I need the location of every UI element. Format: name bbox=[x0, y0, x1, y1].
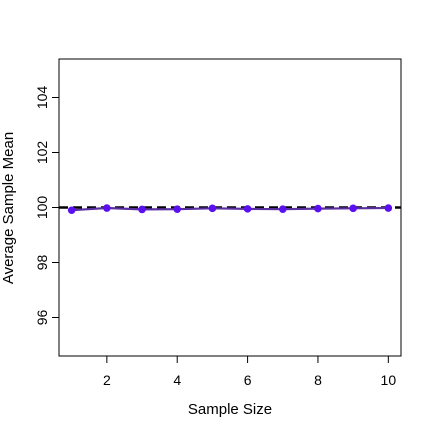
x-tick-label: 2 bbox=[103, 372, 111, 388]
y-tick-label: 102 bbox=[34, 141, 50, 165]
y-axis: 96 98 100 102 104 bbox=[34, 86, 59, 326]
y-axis-label: Average Sample Mean bbox=[0, 132, 17, 284]
x-tick-label: 10 bbox=[381, 372, 397, 388]
x-tick-label: 8 bbox=[314, 372, 322, 388]
data-point bbox=[314, 204, 322, 213]
data-point bbox=[384, 204, 393, 212]
series-line bbox=[71, 206, 389, 212]
data-point bbox=[278, 205, 287, 213]
data-point bbox=[349, 204, 357, 213]
plot-area bbox=[59, 204, 401, 215]
y-tick-label: 96 bbox=[34, 310, 50, 326]
y-tick-label: 100 bbox=[34, 196, 50, 220]
y-tick-label: 104 bbox=[34, 86, 50, 110]
data-point bbox=[243, 205, 252, 213]
y-tick-label: 98 bbox=[34, 255, 50, 271]
x-tick-label: 4 bbox=[173, 372, 181, 388]
data-point bbox=[173, 205, 182, 213]
data-point bbox=[67, 206, 76, 215]
x-tick-label: 6 bbox=[244, 372, 252, 388]
data-point bbox=[208, 204, 217, 213]
data-point bbox=[103, 204, 111, 212]
x-axis-label: Sample Size bbox=[188, 401, 272, 418]
x-axis: 2 4 6 8 10 bbox=[103, 356, 396, 388]
data-point bbox=[138, 205, 146, 214]
